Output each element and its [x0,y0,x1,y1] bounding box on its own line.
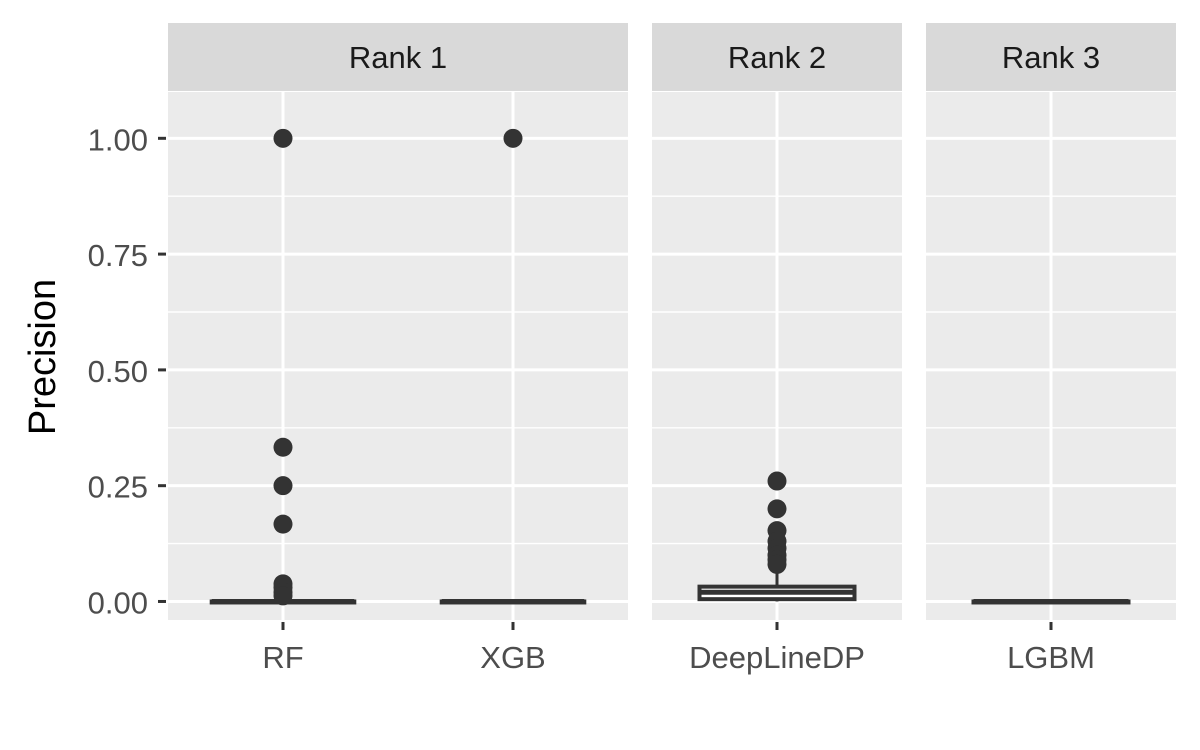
facet-panels: Rank 1 RF XGB Rank 2 DeepLineDP Rank 3 LGBM [168,23,1176,675]
facet-strip [168,23,628,91]
outlier-point [767,499,787,519]
y-tick-label: 1.00 [88,122,148,157]
outlier-point [273,437,293,457]
facet-strip-label: Rank 2 [728,40,826,75]
x-tick-label: RF [262,640,303,675]
facet-panel: Rank 1 RF XGB [168,23,628,675]
panel-background [168,92,628,620]
y-axis-label: Precision [22,279,64,435]
outlier-point [273,476,293,496]
facet-strip-label: Rank 1 [349,40,447,75]
y-tick-label: 0.50 [88,354,148,389]
y-axis: 0.00 0.25 0.50 0.75 1.00 [88,122,166,620]
x-tick-label: LGBM [1007,640,1095,675]
x-tick-label: XGB [480,640,545,675]
facet-panel: Rank 3 LGBM [926,23,1176,675]
facet-strip [926,23,1176,91]
outlier-point [767,554,787,574]
x-tick-label: DeepLineDP [689,640,865,675]
y-tick-label: 0.00 [88,585,148,620]
outlier-point [273,586,293,606]
outlier-point [273,128,293,148]
facet-strip-label: Rank 3 [1002,40,1100,75]
facet-panel: Rank 2 DeepLineDP [652,23,902,675]
facet-strip [652,23,902,91]
outlier-point [503,128,523,148]
y-tick-label: 0.75 [88,238,148,273]
y-tick-label: 0.25 [88,470,148,505]
outlier-point [273,514,293,534]
outlier-point [767,471,787,491]
